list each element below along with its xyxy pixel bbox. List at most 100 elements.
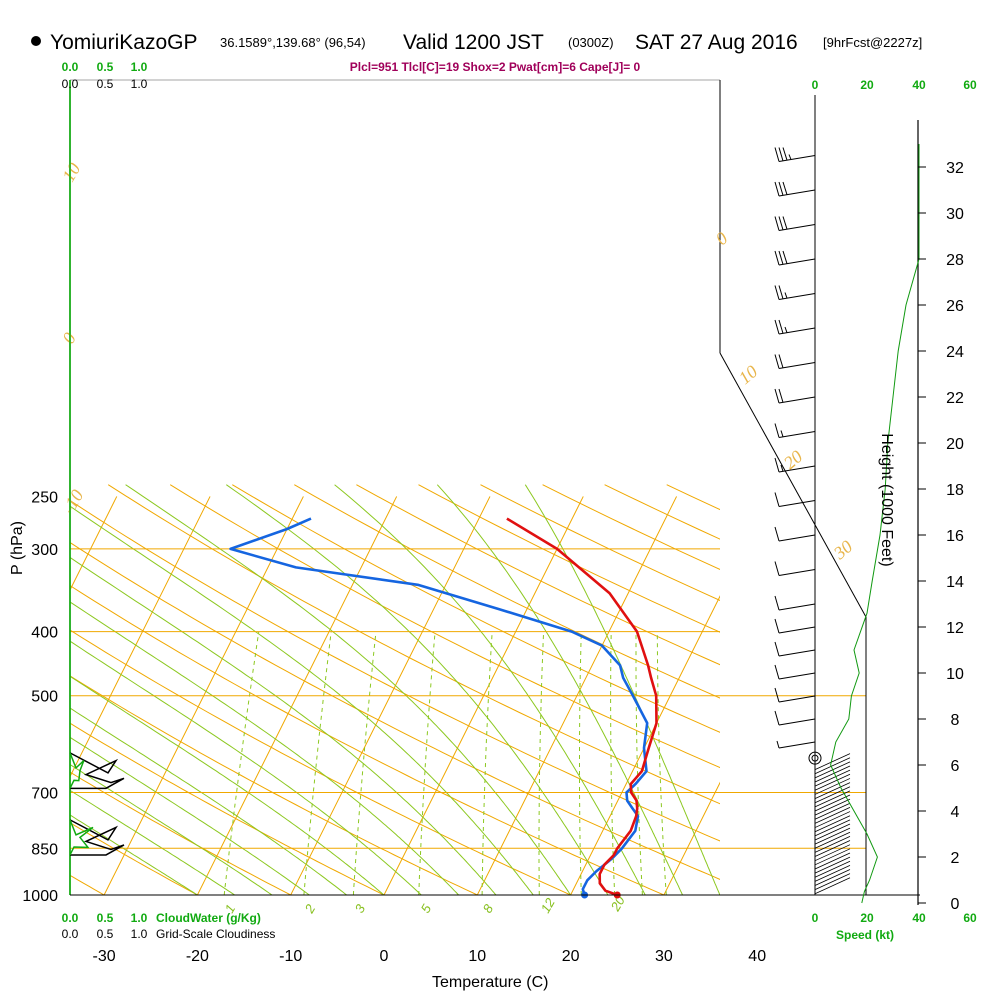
wind-barb-feather: [774, 147, 780, 162]
wind-barb-low: [814, 765, 851, 783]
dry-adiabat-line: [542, 484, 720, 570]
station-dot-icon: [31, 36, 41, 46]
moist-adiabat-label: 20: [607, 893, 628, 915]
temperature-tick-label: 40: [748, 948, 766, 965]
cloud-panel: [69, 80, 125, 895]
wind-barb-low: [814, 798, 851, 816]
dry-adiabat-line: [70, 584, 666, 895]
mixing-ratio-label: 5: [418, 901, 435, 915]
cloudiness-tick-top: 0.0: [62, 77, 79, 91]
wind-barb-low: [814, 782, 851, 799]
cloudwater-tick-bottom: 0.0: [62, 911, 79, 925]
wind-barb-feather: [774, 354, 780, 369]
wind-speed-line: [830, 144, 920, 904]
wind-barb-feather: [782, 216, 788, 230]
wind-barb: [778, 155, 816, 162]
forecast-label: [9hrFcst@2227z]: [823, 35, 922, 50]
wind-barb-low: [814, 873, 851, 891]
cloudwater-trace: [69, 752, 85, 789]
moist-adiabat-line: [70, 675, 385, 895]
wind-barb-low: [814, 823, 851, 841]
isotherm-line: [851, 496, 1000, 895]
height-tick-label: 2: [951, 850, 960, 867]
wind-barb-feather: [778, 216, 784, 230]
wind-barb-low: [814, 757, 851, 775]
cloudwater-tick-top: 1.0: [131, 60, 148, 74]
wind-barb-feather: [778, 354, 784, 368]
moist-adiabat-line: [524, 484, 720, 895]
isotherm-line: [663, 781, 720, 895]
wind-barb-feather: [774, 181, 780, 197]
wind-barb-low: [814, 831, 851, 849]
wind-barb-low: [814, 865, 851, 882]
wind-barb-low: [814, 848, 851, 866]
height-tick-label: 30: [946, 206, 964, 223]
wind-barb: [778, 500, 816, 507]
wind-barb-low: [814, 856, 851, 874]
pressure-axis: 250 300 400 500 700 850 1000: [22, 489, 58, 905]
wind-barb-low: [814, 844, 851, 862]
height-tick-label: 28: [946, 252, 964, 269]
moist-adiabat-line: [70, 640, 422, 895]
wind-barb: [778, 293, 816, 300]
height-tick-label: 10: [946, 666, 964, 683]
dry-adiabat-line: [70, 822, 199, 895]
wind-barbs: [774, 147, 851, 895]
wind-barb-feather: [774, 664, 780, 680]
cloudwater-label: CloudWater (g/Kg): [156, 911, 261, 925]
dry-adiabat-line: [70, 722, 386, 895]
valid-time: Valid 1200 JST: [403, 31, 544, 54]
moist-adiabat-line: [334, 484, 646, 895]
dry-adiabat-label: -10: [58, 486, 87, 517]
dry-adiabat-line: [418, 484, 720, 633]
mixing-ratio-line: [481, 631, 493, 895]
wind-barb-feather: [778, 250, 784, 265]
wind-barb-feather: [778, 285, 784, 299]
mixing-ratio-lines: [223, 631, 667, 895]
wind-barb: [778, 672, 816, 680]
wind-barb-feather: [774, 641, 780, 657]
wind-barb-feather: [774, 457, 780, 473]
wind-barb-feather: [774, 618, 780, 634]
wind-barb-low: [814, 815, 851, 833]
sounding-profiles: [229, 517, 658, 899]
speed-tick-top: 40: [912, 78, 926, 92]
wind-barb-feather: [774, 710, 780, 726]
wind-barb-feather: [774, 319, 780, 335]
wind-barb: [778, 224, 816, 231]
cloudwater-tick-bottom: 0.5: [97, 911, 114, 925]
speed-tick-bottom: 40: [912, 911, 926, 925]
mixing-ratio-line: [635, 631, 643, 895]
wind-barb: [778, 362, 816, 369]
wind-barb-feather: [782, 250, 788, 264]
wind-barb-low: [814, 773, 851, 791]
cloudiness-tick-top: 0.5: [97, 77, 114, 91]
temperature-tick-label: 30: [655, 948, 673, 965]
dry-adiabat-line: [356, 484, 720, 666]
pressure-tick-label: 500: [31, 689, 58, 706]
moist-adiabat-line: [436, 484, 684, 895]
moist-adiabat-line: [70, 736, 310, 895]
cloud-axis: 0.0 0.0 0.0 0.0 0.5 0.5 0.5 0.5 1.0 1.0 1.0 1.0: [62, 60, 148, 941]
dry-adiabat-label: 0: [712, 228, 732, 249]
wind-barb: [778, 649, 816, 657]
moist-adiabat-line: [70, 601, 459, 895]
height-tick-label: 26: [946, 298, 964, 315]
wind-barb-feather: [778, 319, 784, 334]
wind-barb-low: [814, 778, 851, 795]
wind-barb: [778, 465, 816, 473]
wind-barb-low: [814, 769, 851, 787]
pressure-tick-label: 300: [31, 542, 58, 559]
pressure-tick-label: 1000: [22, 888, 58, 905]
wind-barb-feather: [774, 526, 780, 542]
wind-barb-feather: [774, 250, 780, 266]
wind-barb-low: [814, 811, 851, 828]
mixing-ratio-line: [579, 631, 582, 895]
wind-barb-halffeather: [784, 326, 788, 333]
wind-barb-halffeather: [780, 430, 784, 437]
cloudwater-tick-top: 0.0: [62, 60, 79, 74]
cloudwater-tick-top: 0.5: [97, 60, 114, 74]
wind-barb-low: [814, 819, 851, 837]
wind-barb: [778, 603, 816, 611]
